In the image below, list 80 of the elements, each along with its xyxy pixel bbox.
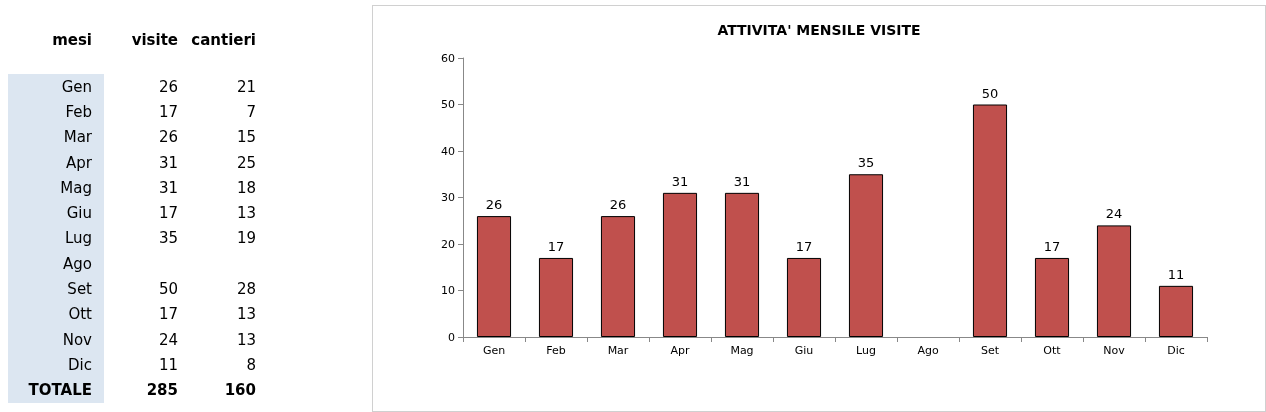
data-label: 26 [485, 197, 503, 213]
bar [972, 104, 1008, 337]
y-tick-label: 30 [441, 191, 455, 204]
data-label: 26 [609, 197, 627, 213]
data-label: 24 [157, 329, 179, 351]
bar [1034, 257, 1070, 337]
data-label: 24 [1105, 206, 1123, 222]
data-label: 25 [235, 152, 257, 174]
x-tick-label: Mag [730, 344, 754, 357]
category-label: Set [8, 276, 104, 302]
data-label: 26 [157, 76, 179, 98]
x-tick-label: Dic [1167, 344, 1185, 357]
category-label: Ott [8, 301, 104, 327]
data-label: 13 [235, 203, 257, 225]
data-label: 50 [157, 279, 179, 300]
y-tick-label: 40 [441, 144, 455, 158]
x-tick-label: Giu [794, 344, 814, 357]
x-tick-label: Ott [1043, 344, 1062, 357]
bar [600, 216, 636, 337]
chart-title: ATTIVITA' MENSILE VISITE [717, 22, 921, 38]
category-label: Gen [8, 74, 104, 100]
data-label: 17 [547, 238, 565, 254]
text: mesi [51, 30, 93, 51]
data-label: 31 [671, 173, 689, 189]
data-label: 35 [857, 155, 875, 171]
data-label: 50 [981, 85, 999, 101]
data-label: 17 [1043, 238, 1061, 254]
text: visite [130, 30, 179, 51]
category-label: TOTALE [8, 377, 104, 403]
data-label: 31 [157, 177, 179, 199]
bar [662, 192, 698, 337]
data-label: 17 [157, 304, 179, 326]
data-label: 18 [235, 177, 257, 199]
x-tick-label: Ago [917, 344, 939, 357]
category-label: Ago [8, 251, 104, 277]
bar [476, 216, 512, 337]
category-label: Mar [8, 124, 104, 150]
bar [786, 257, 822, 337]
data-label: 13 [235, 304, 257, 326]
category-label: Mag [8, 175, 104, 201]
data-label: 13 [235, 329, 257, 351]
bar [1096, 225, 1132, 337]
category-label: Feb [8, 99, 104, 125]
x-tick-label: Nov [1103, 344, 1126, 357]
data-label: 31 [733, 173, 751, 189]
data-label: 285 [145, 380, 179, 402]
data-label: 17 [795, 238, 813, 254]
x-tick-label: Mar [607, 344, 629, 357]
y-tick-label: 0 [448, 330, 455, 344]
y-tick-label: 20 [441, 237, 455, 251]
data-label: 7 [245, 101, 257, 123]
data-label: 8 [245, 354, 257, 376]
bar [848, 174, 884, 337]
data-label: 28 [235, 279, 257, 300]
text: cantieri [190, 30, 257, 51]
data-label: 26 [157, 127, 179, 149]
y-tick-label: 10 [441, 284, 455, 297]
y-tick-label: 50 [441, 98, 455, 111]
bar [538, 257, 574, 337]
data-label: 21 [235, 76, 257, 98]
category-label: Apr [8, 149, 104, 176]
x-tick-label: Set [980, 344, 1000, 357]
x-tick-label: Feb [546, 344, 566, 357]
x-tick-label: Gen [482, 344, 506, 357]
data-label: 15 [235, 127, 257, 149]
data-label: 31 [157, 152, 179, 174]
category-label: Lug [8, 225, 104, 252]
data-label: 17 [157, 203, 179, 225]
data-label: 19 [235, 228, 257, 250]
category-label: Giu [8, 200, 104, 226]
x-tick-label: Lug [856, 344, 876, 357]
data-label: 160 [223, 380, 257, 402]
data-label: 11 [157, 354, 179, 376]
data-label: 35 [157, 228, 179, 250]
data-label: 11 [1167, 266, 1185, 282]
data-label: 17 [157, 101, 179, 123]
x-tick-label: Apr [670, 344, 690, 357]
bar [724, 192, 760, 337]
y-tick-label: 60 [441, 51, 455, 65]
bar [1158, 285, 1194, 337]
